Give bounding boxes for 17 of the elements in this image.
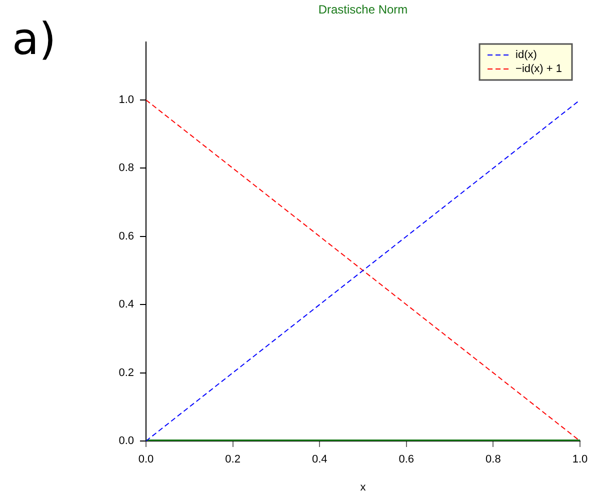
y-tick-label: 1.0 [118,94,134,106]
legend-label: id(x) [516,49,537,62]
x-tick-label: 0.4 [312,454,328,466]
x-tick-label: 0.6 [398,454,414,466]
x-tick-label: 0.2 [225,454,240,466]
y-tick-label: 0.4 [118,298,134,311]
x-tick-label: 1.0 [572,454,588,466]
y-tick-label: 0.2 [118,366,134,379]
y-tick-label: 0.6 [118,230,134,242]
legend-label: −id(x) + 1 [516,63,562,76]
x-axis-title: x [360,481,366,494]
y-tick-label: 0.0 [118,435,134,448]
x-tick-label: 0.0 [138,454,154,466]
x-tick-label: 0.8 [486,454,501,466]
y-tick-label: 0.8 [118,162,134,174]
chart-title: Drastische Norm [318,2,408,16]
text: a) [12,14,56,65]
